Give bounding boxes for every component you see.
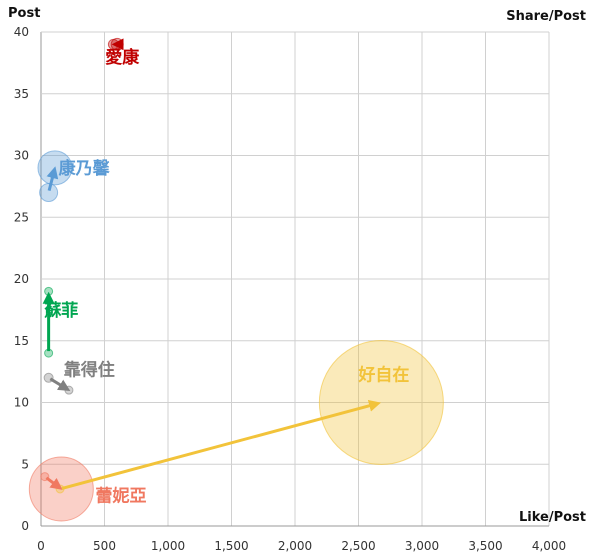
x-tick-label: 4,000 xyxy=(532,539,566,553)
y-tick-label: 0 xyxy=(21,519,29,533)
y-tick-label: 40 xyxy=(14,25,29,39)
bubble-point xyxy=(39,183,59,203)
series-label: 康乃馨 xyxy=(59,158,111,179)
x-tick-label: 2,500 xyxy=(341,539,375,553)
y-tick-label: 15 xyxy=(14,334,29,348)
arrows xyxy=(42,38,381,490)
trend-arrow xyxy=(45,476,63,490)
bubble-point xyxy=(318,340,444,465)
size-axis-title: Share/Post xyxy=(506,9,586,24)
x-axis-title: Like/Post xyxy=(519,510,586,525)
bubbles xyxy=(28,37,444,522)
x-tick-label: 1,000 xyxy=(151,539,185,553)
x-tick-label: 2,000 xyxy=(278,539,312,553)
series-label: 蕾妮亞 xyxy=(96,485,147,506)
tick-labels: 0 500 1,000 1,500 2,000 2,500 3,000 3,500 4,000 0… xyxy=(14,25,566,553)
y-tick-label: 25 xyxy=(14,210,29,224)
trend-arrow xyxy=(61,399,381,490)
y-tick-label: 35 xyxy=(14,87,29,101)
x-tick-label: 3,500 xyxy=(468,539,502,553)
series-label: 好自在 xyxy=(357,364,409,385)
bubble-point xyxy=(44,286,54,296)
trend-arrow xyxy=(49,377,71,391)
y-tick-label: 10 xyxy=(14,396,29,410)
x-tick-label: 3,000 xyxy=(405,539,439,553)
y-axis-title: Post xyxy=(8,6,40,21)
x-tick-label: 0 xyxy=(37,539,45,553)
y-tick-label: 30 xyxy=(14,149,29,163)
trend-arrow xyxy=(46,166,59,191)
series-label: 靠得住 xyxy=(64,359,115,380)
grid xyxy=(40,31,550,527)
series-label: 蘇菲 xyxy=(43,300,78,321)
y-tick-label: 20 xyxy=(14,272,29,286)
x-tick-label: 500 xyxy=(93,539,116,553)
y-tick-label: 5 xyxy=(21,457,29,471)
x-tick-label: 1,500 xyxy=(214,539,248,553)
series-label: 愛康 xyxy=(105,47,140,68)
